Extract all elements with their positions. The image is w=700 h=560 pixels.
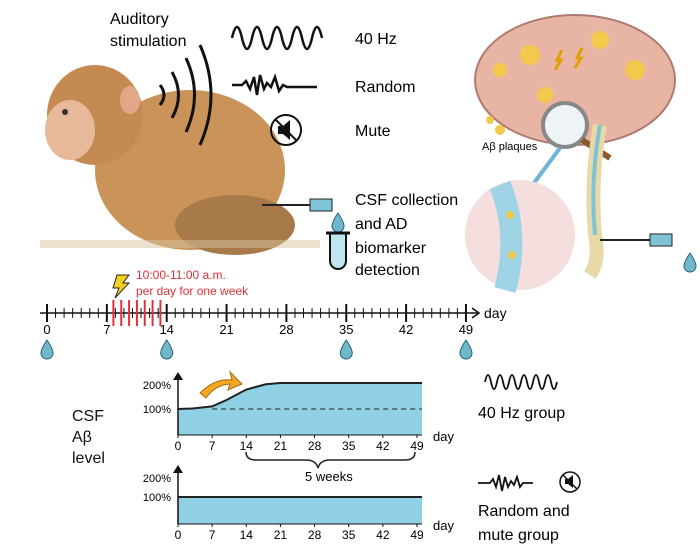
timeline-tick-label: 21 [219,322,233,337]
legend-40hz-group: 40 Hz group [478,405,565,422]
chart-random-mute: 100% 200% 0 7 14 21 28 35 42 49 day [143,465,454,542]
y-tick-label: 100% [143,404,171,416]
random-wave-icon [232,73,317,96]
timeline-arrow-icon [471,307,481,319]
csf-sampling-drop-icon [459,339,473,360]
timeline-tick-label: 14 [159,322,173,337]
condition-40hz: 40 Hz [355,31,397,48]
x-axis-label: day [433,518,454,533]
syringe-icon [262,198,345,233]
x-tick-label: 42 [376,439,390,453]
x-tick-label: 49 [410,528,424,542]
x-tick-label: 0 [175,528,182,542]
x-tick-label: 21 [274,528,288,542]
x-tick-label: 28 [308,528,322,542]
spine-illustration [465,123,697,293]
csf-sampling-drop-icon [40,339,54,360]
csf-text-3: biomarker [355,240,427,257]
timeline-tick-label: 42 [399,322,413,337]
x-tick-label: 42 [376,528,390,542]
y-tick-label: 100% [143,492,171,504]
timeline-unit: day [484,305,507,321]
condition-mute: Mute [355,123,391,140]
lightning-icon [112,274,131,299]
x-tick-label: 7 [209,528,216,542]
x-tick-label: 14 [240,528,254,542]
legend-mute-icon [559,471,581,493]
y-axis-arrow-icon [173,372,183,380]
legend-random-mute-2: mute group [478,527,559,544]
x-tick-label: 7 [209,439,216,453]
x-tick-label: 28 [308,439,322,453]
x-tick-label: 35 [342,528,356,542]
x-tick-label: 21 [274,439,288,453]
csf-text-1: CSF collection [355,192,458,209]
timeline-tick-label: 7 [103,322,110,337]
stim-note-1: 10:00-11:00 a.m. [136,268,226,282]
y-tick-label: 200% [143,473,171,485]
stim-note-2: per day for one week [136,284,249,298]
timeline: 0 7 14 21 28 35 42 49 [40,300,481,360]
brain-illustration [474,14,676,161]
timeline-tick-label: 28 [279,322,293,337]
monkey-illustration [40,65,320,255]
sound-wave-icon [158,44,213,146]
ylabel: CSF Aβ level [72,408,105,467]
40hz-wave-icon [230,25,324,51]
csf-text-4: detection [355,262,420,279]
area-fill [178,497,422,524]
mute-icon [270,114,302,146]
series-line [177,382,422,410]
stim-label-1: Auditory [110,11,169,28]
five-weeks-brace [245,451,416,469]
legend-random-wave-icon [478,474,533,492]
x-tick-label: 35 [342,439,356,453]
x-tick-label: 14 [240,439,254,453]
area-fill [178,383,422,435]
timeline-tick-label: 49 [459,322,473,337]
csf-text-2: and AD [355,216,407,233]
legend-random-mute-1: Random and [478,503,570,520]
condition-random: Random [355,79,415,96]
stim-label-2: stimulation [110,33,186,50]
timeline-tick-label: 0 [43,322,50,337]
plaques-label: Aβ plaques [482,141,538,153]
y-axis-arrow-icon [173,465,183,473]
legend-40hz-wave-icon [484,374,558,390]
chart-40hz: 100% 200% 0 7 14 21 28 35 42 49 day [143,372,454,453]
y-tick-label: 200% [143,380,171,392]
timeline-tick-label: 35 [339,322,353,337]
csf-sampling-drop-icon [339,339,353,360]
ylabel-container: CSF Aβ level [72,408,105,467]
x-tick-label: 49 [410,439,424,453]
x-axis-label: day [433,429,454,444]
five-weeks-label: 5 weeks [305,469,353,484]
x-tick-label: 0 [175,439,182,453]
increase-arrow-icon [199,370,243,399]
test-tube-icon [326,231,350,270]
csf-sampling-drop-icon [160,339,174,360]
